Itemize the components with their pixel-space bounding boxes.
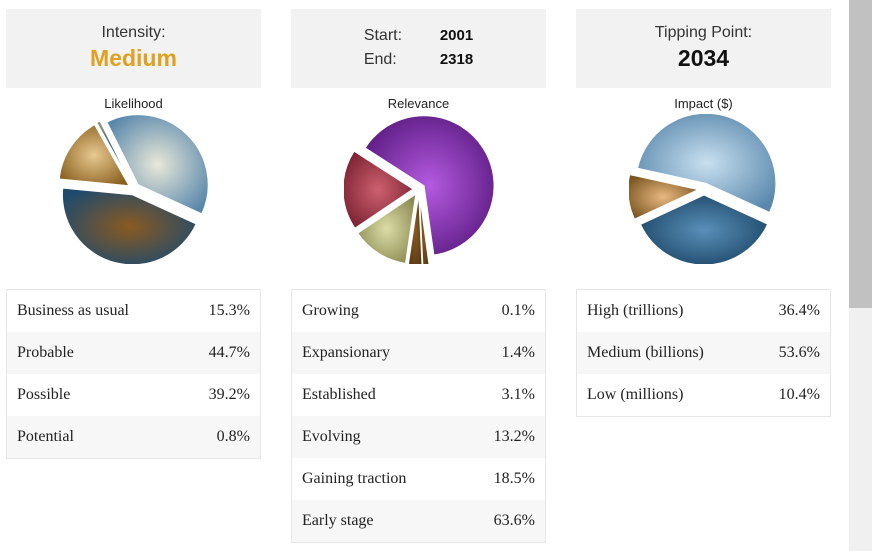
pie-slice-gaining-traction (343, 150, 414, 229)
impact-table: High (trillions) 36.4% Medium (billions)… (576, 289, 831, 417)
row-value: 53.6% (778, 344, 820, 361)
relevance-chart-title: Relevance (387, 96, 450, 111)
impact-pie-chart (628, 114, 776, 264)
pie-slice-early-stage (363, 115, 494, 256)
pie-slice-established (407, 194, 422, 264)
table-row: Potential 0.8% (7, 416, 260, 458)
likelihood-panel: Intensity: Medium Likelihood Business as… (6, 9, 261, 459)
row-value: 10.4% (778, 386, 820, 403)
row-value: 44.7% (208, 344, 250, 361)
table-row: Expansionary 1.4% (292, 332, 545, 374)
impact-chart-title: Impact ($) (674, 96, 733, 111)
row-value: 39.2% (208, 386, 250, 403)
pie-slice-evolving (356, 193, 416, 264)
impact-panel: Tipping Point: 2034 Impact ($) High (tri… (576, 9, 831, 417)
row-value: 13.2% (493, 428, 535, 445)
likelihood-table: Business as usual 15.3% Probable 44.7% P… (6, 289, 261, 459)
row-label: Evolving (302, 428, 361, 445)
tipping-point-card: Tipping Point: 2034 (576, 9, 831, 88)
row-label: Expansionary (302, 344, 390, 361)
tipping-point-value: 2034 (677, 45, 730, 71)
intensity-label: Intensity: (101, 24, 166, 41)
start-label: Start: (363, 27, 403, 44)
tipping-point-label: Tipping Point: (654, 24, 753, 41)
table-row: High (trillions) 36.4% (577, 290, 830, 332)
end-row: End: 2318 (364, 48, 473, 72)
start-row: Start: 2001 (364, 24, 473, 48)
intensity-value: Medium (90, 45, 177, 71)
table-row: Low (millions) 10.4% (577, 374, 830, 416)
pie-slice-high-trillions (639, 194, 768, 264)
likelihood-pie-chart (58, 114, 209, 264)
pie-slice-medium-billions (636, 114, 776, 214)
table-row: Medium (billions) 53.6% (577, 332, 830, 374)
pie-slice-potential (95, 120, 132, 184)
row-label: Possible (17, 386, 71, 403)
row-value: 0.1% (501, 302, 535, 319)
pie-slice-business-as-usual (58, 124, 130, 187)
table-row: Established 3.1% (292, 374, 545, 416)
relevance-panel: Start: 2001 End: 2318 Relevance Growing … (291, 9, 546, 543)
table-row: Growing 0.1% (292, 290, 545, 332)
row-label: Gaining traction (302, 470, 407, 487)
likelihood-chart-title: Likelihood (104, 96, 163, 111)
row-value: 18.5% (493, 470, 535, 487)
row-value: 0.8% (216, 428, 250, 445)
row-label: Probable (17, 344, 74, 361)
row-label: Growing (302, 302, 359, 319)
pie-slice-expansionary (418, 194, 429, 264)
table-row: Gaining traction 18.5% (292, 458, 545, 500)
row-label: Potential (17, 428, 74, 445)
relevance-pie-chart (343, 115, 494, 264)
intensity-card: Intensity: Medium (6, 9, 261, 88)
date-range: Start: 2001 End: 2318 (364, 24, 473, 72)
row-label: Medium (billions) (587, 344, 704, 361)
row-label: Business as usual (17, 302, 129, 319)
table-row: Probable 44.7% (7, 332, 260, 374)
row-value: 1.4% (501, 344, 535, 361)
row-label: Low (millions) (587, 386, 684, 403)
date-range-card: Start: 2001 End: 2318 (291, 9, 546, 88)
row-label: Early stage (302, 512, 374, 529)
row-value: 15.3% (208, 302, 250, 319)
pie-slice-probable (61, 187, 197, 264)
row-label: Established (302, 386, 376, 403)
table-row: Evolving 13.2% (292, 416, 545, 458)
end-value: 2318 (439, 51, 474, 68)
scrollbar-thumb[interactable] (849, 0, 872, 308)
table-row: Early stage 63.6% (292, 500, 545, 542)
table-row: Business as usual 15.3% (7, 290, 260, 332)
end-label: End: (363, 51, 397, 68)
row-value: 36.4% (778, 302, 820, 319)
table-row: Possible 39.2% (7, 374, 260, 416)
start-value: 2001 (439, 27, 474, 44)
row-value: 63.6% (493, 512, 535, 529)
relevance-table: Growing 0.1% Expansionary 1.4% Establish… (291, 289, 546, 543)
row-label: High (trillions) (587, 302, 684, 319)
pie-slice-possible (105, 114, 209, 215)
pie-slice-low-millions (628, 174, 700, 220)
row-value: 3.1% (501, 386, 535, 403)
